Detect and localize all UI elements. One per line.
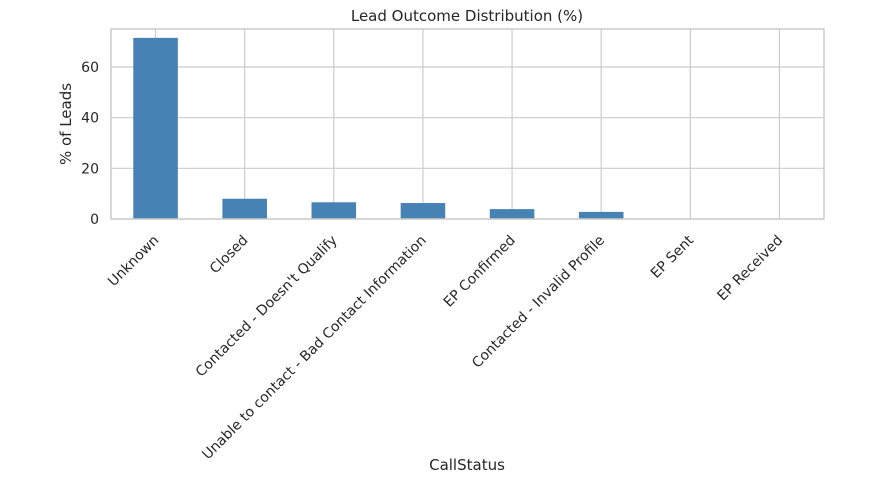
x-tick-label: EP Sent — [648, 232, 698, 282]
bar — [133, 38, 178, 219]
bar — [490, 209, 535, 219]
y-tick-label: 40 — [81, 111, 99, 127]
x-tick-label: EP Confirmed — [441, 233, 519, 311]
x-tick-label: Contacted - Doesn't Qualify — [193, 233, 341, 381]
x-tick-label: Closed — [207, 233, 252, 278]
x-axis-label: CallStatus — [429, 456, 505, 474]
chart-title: Lead Outcome Distribution (%) — [351, 7, 583, 25]
grid-layer — [111, 29, 824, 219]
y-tick-labels: 0 20 40 60 — [81, 60, 99, 228]
x-tick-label: Unknown — [105, 233, 162, 290]
bar — [222, 199, 267, 219]
plot-frame — [111, 29, 824, 219]
bar — [579, 212, 624, 219]
bar — [312, 202, 357, 219]
bar-layer — [133, 38, 801, 219]
y-tick-label: 20 — [81, 161, 99, 177]
y-axis-label: % of Leads — [57, 83, 75, 165]
y-tick-label: 0 — [90, 212, 99, 228]
y-tick-label: 60 — [81, 60, 99, 76]
x-tick-label: EP Received — [715, 233, 787, 305]
bar — [401, 203, 446, 219]
